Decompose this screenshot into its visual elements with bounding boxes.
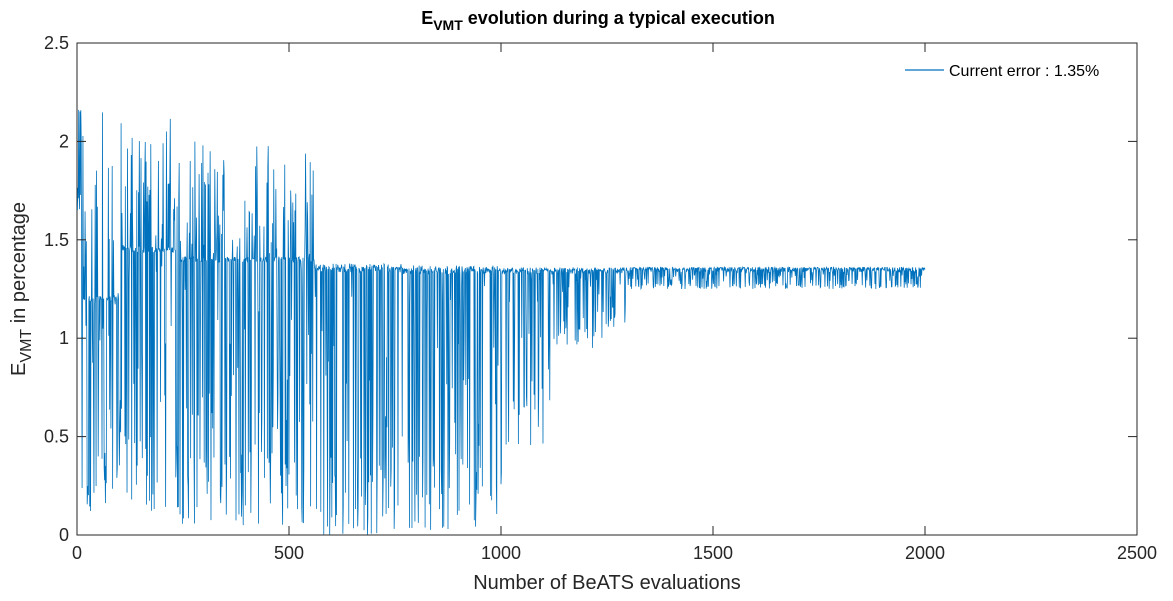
chart-title: EVMT evolution during a typical executio… <box>421 8 775 33</box>
x-tick-label: 1500 <box>693 543 733 563</box>
x-axis-label: Number of BeATS evaluations <box>473 572 741 594</box>
ticks-layer: 0 500 1000 1500 2000 2500 0 0.5 1 1.5 2 2.5 <box>44 33 1157 563</box>
x-tick-label: 2500 <box>1117 543 1157 563</box>
y-axis-label-rest: in percentage <box>8 202 30 329</box>
y-tick-label: 1 <box>59 328 69 348</box>
legend: Current error : 1.35% <box>905 63 1099 80</box>
x-tick-label: 500 <box>274 543 304 563</box>
legend-entry-label: Current error : 1.35% <box>949 63 1099 80</box>
y-tick-label: 2 <box>59 131 69 151</box>
plot-area <box>76 42 1138 536</box>
chart-title-rest: evolution during a typical execution <box>463 8 775 28</box>
chart-title-main: E <box>421 8 433 28</box>
y-tick-label: 0.5 <box>44 427 69 447</box>
series-layer <box>77 109 926 535</box>
x-tick-label: 2000 <box>905 543 945 563</box>
y-axis-label: EVMT in percentage <box>8 202 35 376</box>
y-axis-label-main: E <box>8 363 30 376</box>
y-tick-label: 0 <box>59 525 69 545</box>
y-tick-label: 2.5 <box>44 33 69 53</box>
series-line <box>77 109 926 535</box>
chart-title-subscript: VMT <box>433 17 463 33</box>
y-axis-label-subscript: VMT <box>18 329 35 363</box>
x-tick-label: 0 <box>72 543 82 563</box>
x-tick-label: 1000 <box>481 543 521 563</box>
y-tick-label: 1.5 <box>44 230 69 250</box>
